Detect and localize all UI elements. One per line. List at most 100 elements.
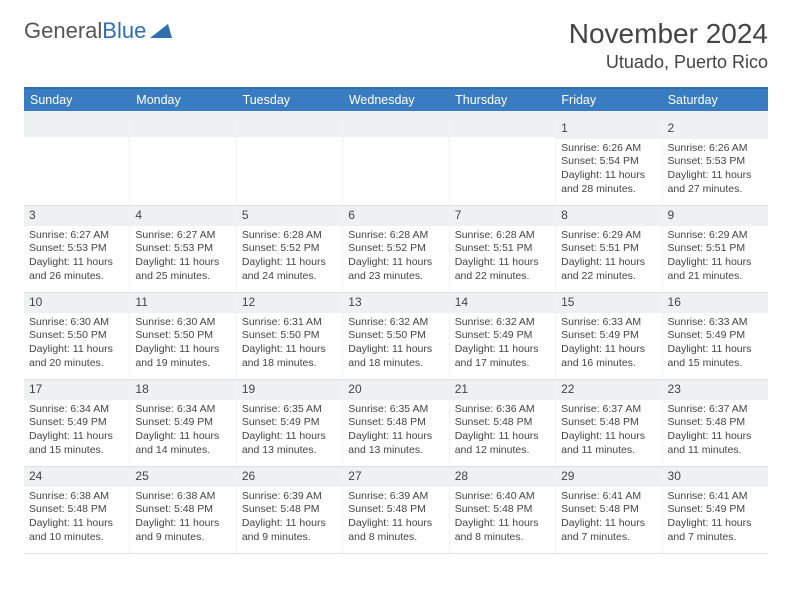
sunset-text: Sunset: 5:51 PM [455, 242, 550, 256]
day-cell: 17Sunrise: 6:34 AMSunset: 5:49 PMDayligh… [24, 380, 130, 466]
day-body: Sunrise: 6:32 AMSunset: 5:50 PMDaylight:… [343, 313, 448, 376]
sunset-text: Sunset: 5:53 PM [668, 155, 763, 169]
daylight-text: Daylight: 11 hours and 17 minutes. [455, 343, 550, 370]
day-cell: 15Sunrise: 6:33 AMSunset: 5:49 PMDayligh… [556, 293, 662, 379]
sunrise-text: Sunrise: 6:26 AM [668, 142, 763, 156]
day-cell [24, 119, 130, 205]
sunset-text: Sunset: 5:48 PM [242, 503, 337, 517]
week-row: 17Sunrise: 6:34 AMSunset: 5:49 PMDayligh… [24, 380, 768, 467]
sunrise-text: Sunrise: 6:28 AM [455, 229, 550, 243]
day-cell: 8Sunrise: 6:29 AMSunset: 5:51 PMDaylight… [556, 206, 662, 292]
day-number [237, 119, 342, 137]
day-number: 12 [237, 293, 342, 313]
day-body: Sunrise: 6:30 AMSunset: 5:50 PMDaylight:… [24, 313, 129, 376]
day-body: Sunrise: 6:41 AMSunset: 5:48 PMDaylight:… [556, 487, 661, 550]
day-cell: 16Sunrise: 6:33 AMSunset: 5:49 PMDayligh… [663, 293, 768, 379]
day-body: Sunrise: 6:37 AMSunset: 5:48 PMDaylight:… [663, 400, 768, 463]
sunset-text: Sunset: 5:48 PM [561, 416, 656, 430]
sunset-text: Sunset: 5:49 PM [242, 416, 337, 430]
week-row: 1Sunrise: 6:26 AMSunset: 5:54 PMDaylight… [24, 119, 768, 206]
sunrise-text: Sunrise: 6:28 AM [242, 229, 337, 243]
day-number: 4 [130, 206, 235, 226]
day-number: 1 [556, 119, 661, 139]
day-body: Sunrise: 6:38 AMSunset: 5:48 PMDaylight:… [130, 487, 235, 550]
sunset-text: Sunset: 5:49 PM [668, 329, 763, 343]
day-body: Sunrise: 6:41 AMSunset: 5:49 PMDaylight:… [663, 487, 768, 550]
day-number: 27 [343, 467, 448, 487]
sunset-text: Sunset: 5:49 PM [455, 329, 550, 343]
day-number: 23 [663, 380, 768, 400]
daylight-text: Daylight: 11 hours and 7 minutes. [561, 517, 656, 544]
month-title: November 2024 [569, 18, 768, 50]
day-number: 16 [663, 293, 768, 313]
daylight-text: Daylight: 11 hours and 8 minutes. [348, 517, 443, 544]
day-cell [450, 119, 556, 205]
sunrise-text: Sunrise: 6:40 AM [455, 490, 550, 504]
weeks-container: 1Sunrise: 6:26 AMSunset: 5:54 PMDaylight… [24, 119, 768, 554]
day-body: Sunrise: 6:34 AMSunset: 5:49 PMDaylight:… [130, 400, 235, 463]
logo-triangle-icon [150, 18, 172, 44]
day-body: Sunrise: 6:28 AMSunset: 5:52 PMDaylight:… [237, 226, 342, 289]
weekday-header-row: Sunday Monday Tuesday Wednesday Thursday… [24, 89, 768, 111]
day-body: Sunrise: 6:35 AMSunset: 5:48 PMDaylight:… [343, 400, 448, 463]
sunset-text: Sunset: 5:50 PM [348, 329, 443, 343]
daylight-text: Daylight: 11 hours and 22 minutes. [561, 256, 656, 283]
day-body: Sunrise: 6:34 AMSunset: 5:49 PMDaylight:… [24, 400, 129, 463]
weekday-friday: Friday [555, 89, 661, 111]
day-number: 3 [24, 206, 129, 226]
sunrise-text: Sunrise: 6:29 AM [668, 229, 763, 243]
day-body: Sunrise: 6:36 AMSunset: 5:48 PMDaylight:… [450, 400, 555, 463]
day-number: 8 [556, 206, 661, 226]
sunrise-text: Sunrise: 6:30 AM [29, 316, 124, 330]
sunrise-text: Sunrise: 6:35 AM [348, 403, 443, 417]
sunrise-text: Sunrise: 6:30 AM [135, 316, 230, 330]
day-cell [343, 119, 449, 205]
day-body: Sunrise: 6:30 AMSunset: 5:50 PMDaylight:… [130, 313, 235, 376]
week-row: 10Sunrise: 6:30 AMSunset: 5:50 PMDayligh… [24, 293, 768, 380]
day-number: 15 [556, 293, 661, 313]
sunrise-text: Sunrise: 6:33 AM [668, 316, 763, 330]
weekday-tuesday: Tuesday [237, 89, 343, 111]
day-number: 14 [450, 293, 555, 313]
sunrise-text: Sunrise: 6:35 AM [242, 403, 337, 417]
day-cell: 21Sunrise: 6:36 AMSunset: 5:48 PMDayligh… [450, 380, 556, 466]
sunrise-text: Sunrise: 6:39 AM [242, 490, 337, 504]
daylight-text: Daylight: 11 hours and 22 minutes. [455, 256, 550, 283]
sunrise-text: Sunrise: 6:34 AM [135, 403, 230, 417]
sunrise-text: Sunrise: 6:32 AM [348, 316, 443, 330]
day-number: 28 [450, 467, 555, 487]
day-cell [237, 119, 343, 205]
sunrise-text: Sunrise: 6:28 AM [348, 229, 443, 243]
day-cell: 25Sunrise: 6:38 AMSunset: 5:48 PMDayligh… [130, 467, 236, 553]
day-body: Sunrise: 6:26 AMSunset: 5:54 PMDaylight:… [556, 139, 661, 202]
sunrise-text: Sunrise: 6:27 AM [135, 229, 230, 243]
day-cell: 19Sunrise: 6:35 AMSunset: 5:49 PMDayligh… [237, 380, 343, 466]
logo-text-1: General [24, 18, 102, 44]
weekday-sunday: Sunday [24, 89, 130, 111]
day-number [24, 119, 129, 137]
sunset-text: Sunset: 5:48 PM [668, 416, 763, 430]
daylight-text: Daylight: 11 hours and 15 minutes. [29, 430, 124, 457]
day-cell: 14Sunrise: 6:32 AMSunset: 5:49 PMDayligh… [450, 293, 556, 379]
daylight-text: Daylight: 11 hours and 7 minutes. [668, 517, 763, 544]
daylight-text: Daylight: 11 hours and 12 minutes. [455, 430, 550, 457]
weekday-thursday: Thursday [449, 89, 555, 111]
sunset-text: Sunset: 5:53 PM [29, 242, 124, 256]
day-number: 11 [130, 293, 235, 313]
day-body: Sunrise: 6:32 AMSunset: 5:49 PMDaylight:… [450, 313, 555, 376]
sunset-text: Sunset: 5:50 PM [135, 329, 230, 343]
day-body: Sunrise: 6:40 AMSunset: 5:48 PMDaylight:… [450, 487, 555, 550]
daylight-text: Daylight: 11 hours and 26 minutes. [29, 256, 124, 283]
daylight-text: Daylight: 11 hours and 13 minutes. [348, 430, 443, 457]
day-body: Sunrise: 6:28 AMSunset: 5:51 PMDaylight:… [450, 226, 555, 289]
sunset-text: Sunset: 5:48 PM [348, 503, 443, 517]
day-number: 21 [450, 380, 555, 400]
sunset-text: Sunset: 5:49 PM [561, 329, 656, 343]
daylight-text: Daylight: 11 hours and 18 minutes. [242, 343, 337, 370]
day-number [343, 119, 448, 137]
logo: GeneralBlue [24, 18, 172, 44]
week-row: 24Sunrise: 6:38 AMSunset: 5:48 PMDayligh… [24, 467, 768, 554]
sunrise-text: Sunrise: 6:34 AM [29, 403, 124, 417]
day-cell: 30Sunrise: 6:41 AMSunset: 5:49 PMDayligh… [663, 467, 768, 553]
day-cell: 9Sunrise: 6:29 AMSunset: 5:51 PMDaylight… [663, 206, 768, 292]
